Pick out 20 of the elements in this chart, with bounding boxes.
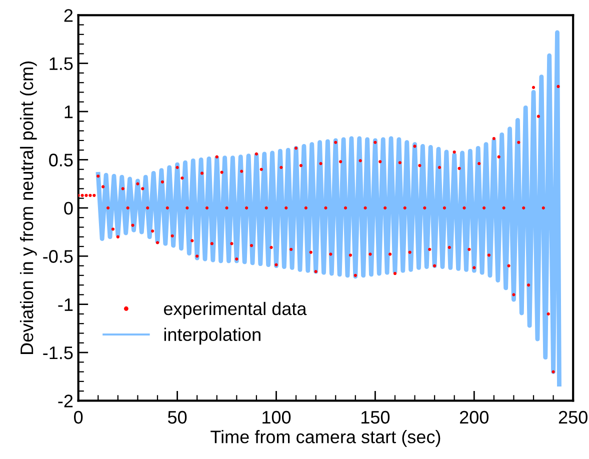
y-tick-label: 1.5 [50, 57, 73, 70]
x-tick-label: 150 [362, 410, 390, 424]
y-axis-title: Deviation in y from neutral point (cm) [20, 62, 37, 354]
y-tick-label: 0 [64, 202, 73, 215]
x-tick-label: 100 [262, 410, 291, 424]
line-series [96, 30, 562, 387]
y-tick-label: -1.5 [43, 346, 73, 360]
y-tick-label: -2 [58, 394, 73, 408]
x-axis-title: Time from camera start (sec) [210, 430, 440, 447]
y-tick-label: 2 [64, 9, 73, 22]
y-tick-label: -0.5 [43, 250, 73, 263]
x-tick-label: 0 [74, 410, 83, 424]
legend-label: interpolation [164, 328, 260, 345]
y-tick-label: -1 [58, 298, 73, 311]
y-tick-label: 0.5 [49, 154, 73, 166]
x-tick-label: 200 [460, 410, 489, 424]
legend-label: experimental data [164, 302, 307, 319]
y-tick-label: 1 [64, 106, 73, 118]
x-tick-label: 50 [168, 410, 187, 424]
x-tick-label: 250 [558, 410, 588, 424]
